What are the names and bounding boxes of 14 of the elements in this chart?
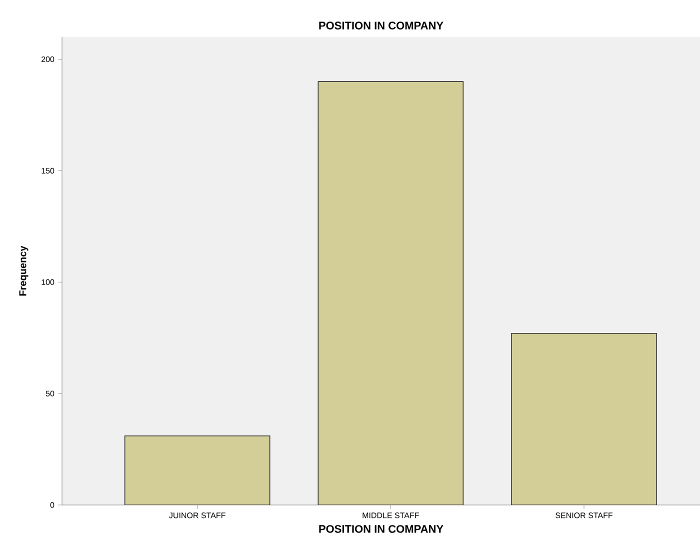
x-tick-label: SENIOR STAFF <box>556 512 613 518</box>
bar <box>124 436 270 505</box>
bar <box>511 332 657 505</box>
bar <box>318 81 464 505</box>
y-tick-label: 100 <box>42 279 54 285</box>
y-tick-label: 50 <box>46 390 54 396</box>
y-axis-title: Frequency <box>19 246 28 296</box>
chart-title: POSITION IN COMPANY <box>319 22 444 30</box>
y-tick-label: 0 <box>50 502 54 508</box>
x-axis-title: POSITION IN COMPANY <box>319 525 444 533</box>
y-tick-label: 200 <box>42 56 54 62</box>
x-tick-label: JUINOR STAFF <box>169 512 226 518</box>
y-tick-label: 150 <box>42 168 54 174</box>
x-tick-label: MIDDLE STAFF <box>362 512 419 518</box>
